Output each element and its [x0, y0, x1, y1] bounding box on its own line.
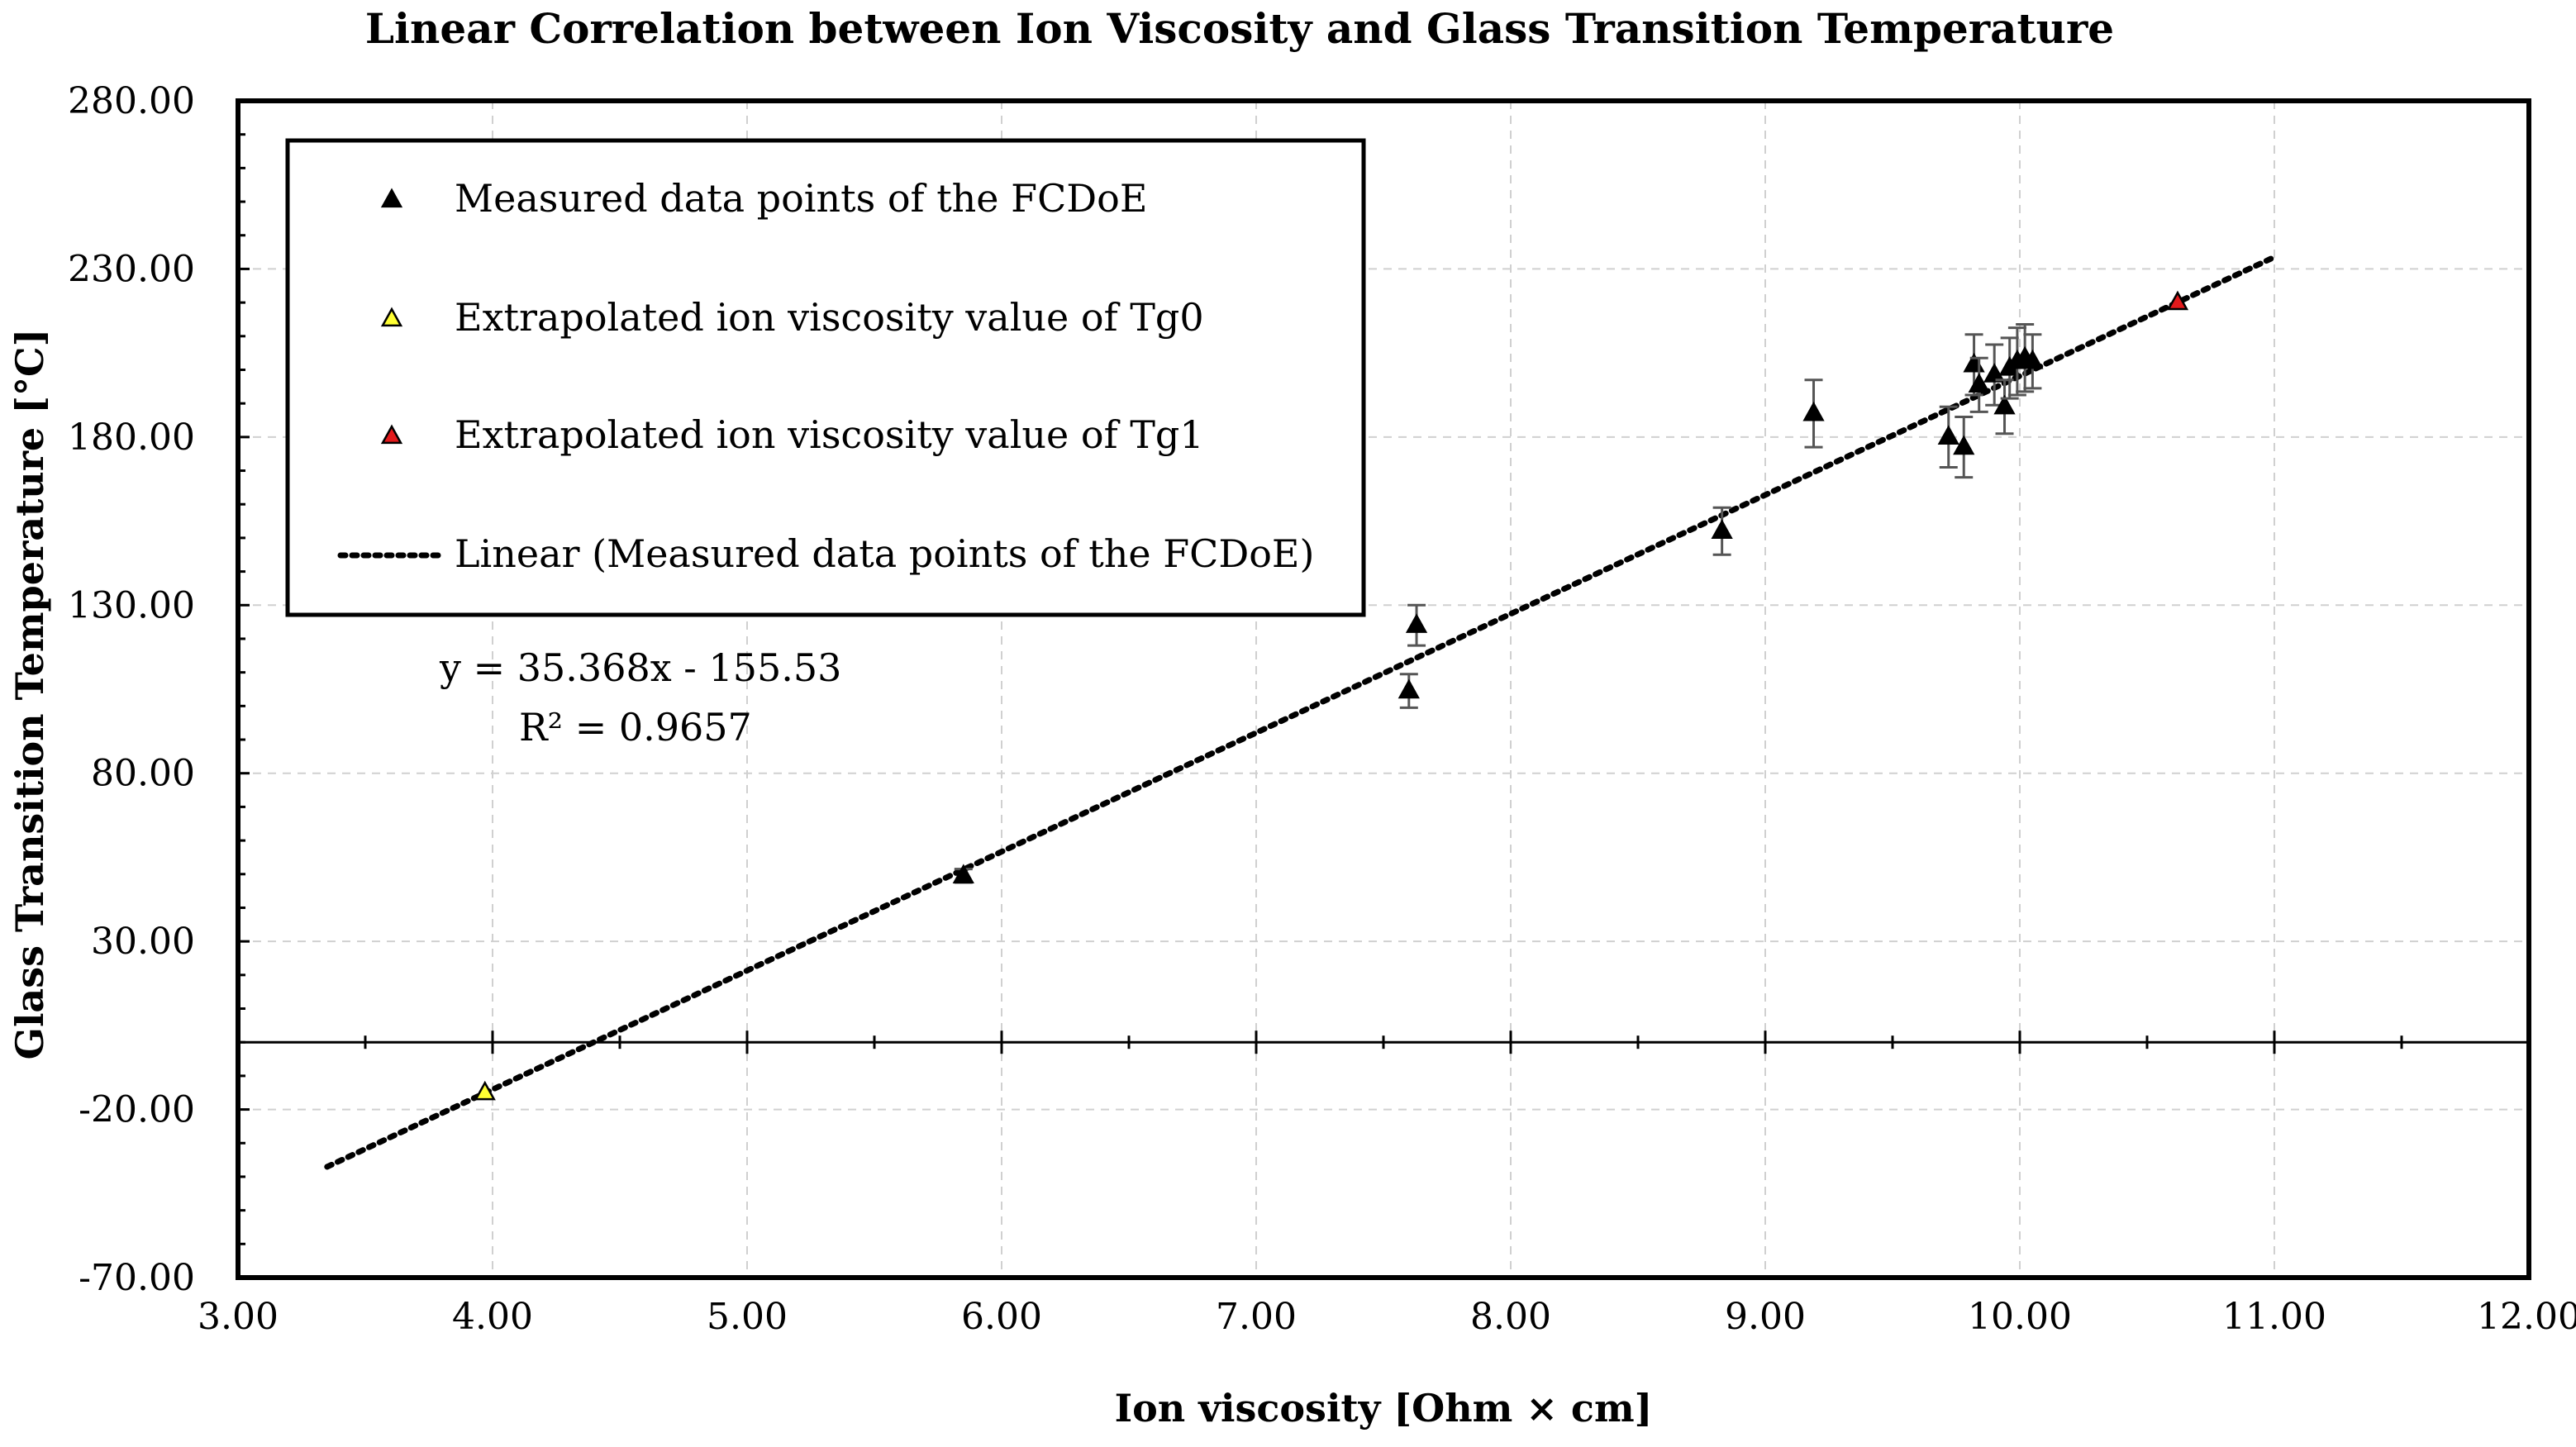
- y-tick-label: 80.00: [91, 753, 195, 795]
- plot-area-border: [236, 98, 2531, 1280]
- data-points: [474, 290, 2189, 1101]
- trendline: [324, 254, 2278, 1170]
- legend-label-measured: Measured data points of the FCDoE: [455, 176, 1147, 221]
- y-tick-label: 30.00: [91, 921, 195, 963]
- data-point-measured: [1398, 678, 1420, 699]
- x-tick-label: 11.00: [2222, 1296, 2326, 1338]
- x-tick-label: 9.00: [1725, 1296, 1806, 1338]
- legend-marker-tg1: [380, 424, 403, 445]
- x-tick-label: 6.00: [961, 1296, 1042, 1338]
- legend-label-trendline: Linear (Measured data points of the FCDo…: [455, 531, 1314, 576]
- chart-title: Linear Correlation between Ion Viscosity…: [365, 4, 2114, 53]
- legend-box: [285, 138, 1366, 617]
- trendline-equation: y = 35.368x - 155.53: [439, 645, 841, 690]
- x-tick-label: 4.00: [452, 1296, 533, 1338]
- legend-label-tg1: Extrapolated ion viscosity value of Tg1: [455, 412, 1204, 457]
- data-point-measured: [1993, 394, 2016, 415]
- x-axis-label: Ion viscosity [Ohm × cm]: [1115, 1386, 1653, 1430]
- y-tick-label: 180.00: [68, 416, 195, 459]
- y-tick-label: -20.00: [79, 1089, 195, 1131]
- y-tick-label: -70.00: [79, 1257, 195, 1299]
- y-tick-label: 130.00: [68, 584, 195, 626]
- y-tick-label: 280.00: [68, 80, 195, 122]
- data-point-measured: [1953, 435, 1975, 455]
- y-axis-tick-labels: 280.00 230.00 180.00 130.00 80.00 30.00 -20.00…: [68, 80, 195, 1299]
- legend-item-tg0: Extrapolated ion viscosity value of Tg0: [380, 295, 1204, 340]
- legend-marker-tg0: [380, 307, 403, 327]
- x-tick-label: 3.00: [198, 1296, 279, 1338]
- data-point-measured: [1711, 519, 1733, 539]
- legend-item-measured: Measured data points of the FCDoE: [380, 176, 1147, 221]
- trendline-r-squared: R² = 0.9657: [519, 705, 752, 750]
- data-point-measured: [2021, 349, 2044, 369]
- legend-marker-measured: [380, 188, 403, 208]
- x-tick-label: 8.00: [1470, 1296, 1551, 1338]
- data-point-measured: [1983, 363, 2006, 383]
- data-point-tg0: [474, 1080, 496, 1101]
- x-tick-label: 12.00: [2477, 1296, 2576, 1338]
- data-point-tg1: [2166, 290, 2189, 311]
- data-point-measured: [1405, 613, 1428, 633]
- x-axis-tick-labels: 3.00 4.00 5.00 6.00 7.00 8.00 9.00 10.00 11.00 12…: [198, 1296, 2576, 1338]
- x-tick-label: 10.00: [1968, 1296, 2072, 1338]
- legend-item-trendline: Linear (Measured data points of the FCDo…: [337, 531, 1314, 576]
- data-point-measured: [952, 864, 974, 883]
- legend: Measured data points of the FCDoE Extrap…: [285, 138, 1366, 617]
- y-tick-label: 230.00: [68, 248, 195, 290]
- data-point-measured: [1968, 373, 1990, 393]
- legend-item-tg1: Extrapolated ion viscosity value of Tg1: [380, 412, 1204, 457]
- y-axis-label: Glass Transition Temperature [°C]: [7, 329, 52, 1060]
- data-point-measured: [1802, 401, 1825, 421]
- data-point-measured: [1937, 425, 1959, 445]
- legend-label-tg0: Extrapolated ion viscosity value of Tg0: [455, 295, 1204, 340]
- x-tick-label: 7.00: [1216, 1296, 1297, 1338]
- x-tick-label: 5.00: [707, 1296, 788, 1338]
